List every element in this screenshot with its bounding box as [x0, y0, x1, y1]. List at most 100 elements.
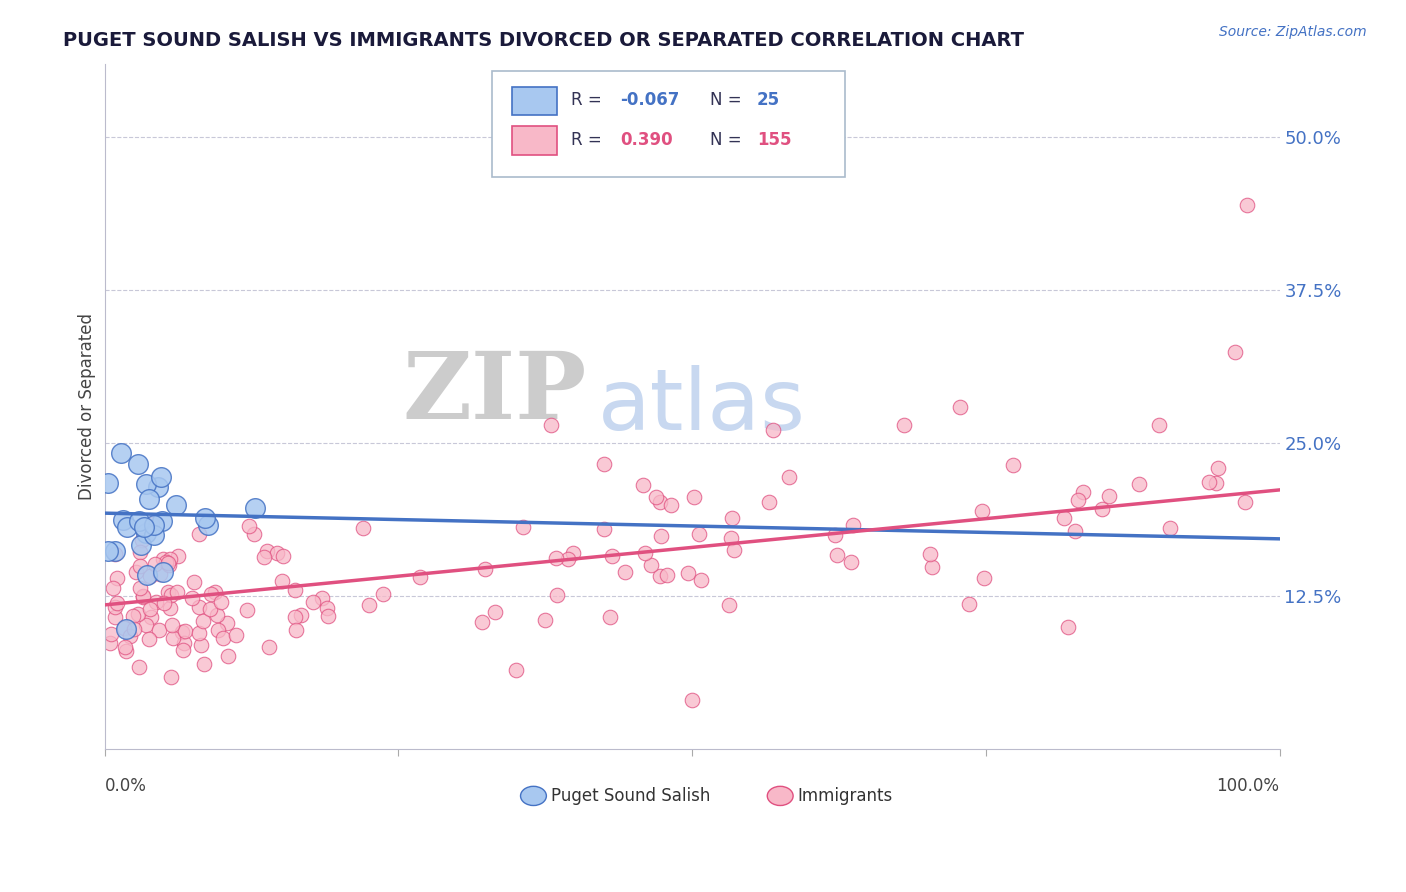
- Point: [188, 527, 211, 541]
- Point: [127, 607, 149, 622]
- Point: [128, 514, 150, 528]
- Text: 100.0%: 100.0%: [1216, 777, 1279, 795]
- Point: [648, 494, 671, 508]
- Point: [122, 609, 145, 624]
- Point: [718, 599, 741, 613]
- Point: [546, 551, 568, 566]
- Point: [315, 600, 337, 615]
- Point: [243, 501, 266, 516]
- Point: [191, 614, 214, 628]
- Point: [217, 649, 239, 664]
- Point: [357, 599, 380, 613]
- Point: [138, 491, 160, 506]
- Point: [117, 520, 139, 534]
- Point: [534, 613, 557, 627]
- Point: [1159, 521, 1181, 535]
- Point: [138, 602, 160, 616]
- Point: [159, 552, 181, 566]
- FancyBboxPatch shape: [492, 70, 845, 178]
- Point: [290, 607, 312, 622]
- Point: [100, 627, 122, 641]
- Point: [157, 558, 180, 573]
- Point: [678, 566, 700, 580]
- Point: [105, 571, 128, 585]
- Point: [135, 568, 157, 582]
- Point: [316, 609, 339, 624]
- Point: [512, 520, 534, 534]
- Text: 0.390: 0.390: [620, 131, 673, 149]
- Point: [284, 610, 307, 624]
- Point: [104, 548, 127, 562]
- Point: [825, 548, 848, 562]
- Point: [613, 565, 636, 579]
- Point: [650, 529, 672, 543]
- Point: [142, 518, 165, 533]
- Point: [172, 643, 194, 657]
- Point: [103, 599, 125, 614]
- Y-axis label: Divorced or Separated: Divorced or Separated: [79, 313, 96, 500]
- Point: [165, 498, 187, 512]
- Point: [301, 595, 323, 609]
- Point: [720, 511, 742, 525]
- Point: [127, 457, 149, 471]
- Point: [681, 693, 703, 707]
- Point: [139, 569, 162, 583]
- Point: [1128, 477, 1150, 491]
- Point: [723, 542, 745, 557]
- Point: [183, 574, 205, 589]
- Point: [1091, 502, 1114, 516]
- Text: Source: ZipAtlas.com: Source: ZipAtlas.com: [1219, 25, 1367, 39]
- Point: [893, 418, 915, 433]
- Point: [156, 557, 179, 571]
- Point: [194, 511, 217, 525]
- Point: [205, 608, 228, 623]
- Point: [152, 566, 174, 580]
- Point: [1205, 475, 1227, 490]
- Point: [1098, 489, 1121, 503]
- Point: [114, 640, 136, 655]
- Point: [132, 589, 155, 603]
- Bar: [512, 127, 557, 155]
- Point: [720, 531, 742, 545]
- Point: [97, 475, 120, 490]
- Point: [207, 623, 229, 637]
- Point: [688, 526, 710, 541]
- Point: [211, 632, 233, 646]
- Point: [1064, 524, 1087, 538]
- Point: [644, 491, 666, 505]
- Point: [921, 560, 943, 574]
- Point: [1223, 344, 1246, 359]
- Point: [505, 663, 527, 677]
- Text: 25: 25: [756, 91, 780, 110]
- Point: [631, 478, 654, 492]
- Point: [135, 618, 157, 632]
- Point: [190, 638, 212, 652]
- Point: [139, 610, 162, 624]
- Point: [285, 624, 308, 638]
- Text: atlas: atlas: [598, 365, 806, 448]
- Point: [153, 597, 176, 611]
- Point: [193, 657, 215, 671]
- Point: [160, 669, 183, 683]
- Point: [842, 517, 865, 532]
- Point: [217, 616, 239, 631]
- Point: [114, 623, 136, 637]
- Point: [141, 517, 163, 532]
- Point: [225, 627, 247, 641]
- Point: [132, 590, 155, 604]
- Bar: [512, 87, 557, 115]
- Point: [162, 632, 184, 646]
- Point: [256, 544, 278, 558]
- Point: [170, 624, 193, 639]
- Point: [166, 585, 188, 599]
- Text: R =: R =: [571, 91, 607, 110]
- Text: PUGET SOUND SALISH VS IMMIGRANTS DIVORCED OR SEPARATED CORRELATION CHART: PUGET SOUND SALISH VS IMMIGRANTS DIVORCE…: [63, 31, 1024, 50]
- Point: [271, 549, 294, 563]
- Point: [484, 605, 506, 619]
- Point: [640, 558, 662, 573]
- Point: [655, 568, 678, 582]
- Point: [1149, 417, 1171, 432]
- Point: [160, 618, 183, 632]
- Point: [920, 547, 942, 561]
- Point: [159, 600, 181, 615]
